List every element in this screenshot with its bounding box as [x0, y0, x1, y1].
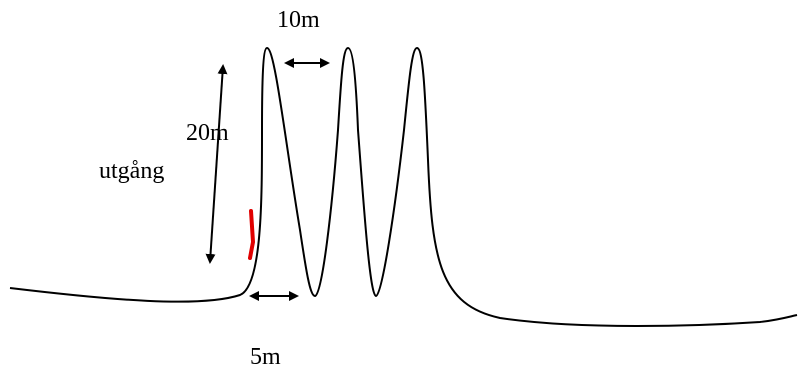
height-arrow	[205, 64, 228, 264]
height-label: 20m	[186, 120, 229, 146]
loop-outline	[9, 46, 798, 327]
top-width-label: 10m	[277, 7, 320, 33]
exit-label: utgång	[99, 158, 164, 184]
exit-marker	[248, 209, 256, 260]
bottom-width-label: 5m	[250, 344, 281, 367]
